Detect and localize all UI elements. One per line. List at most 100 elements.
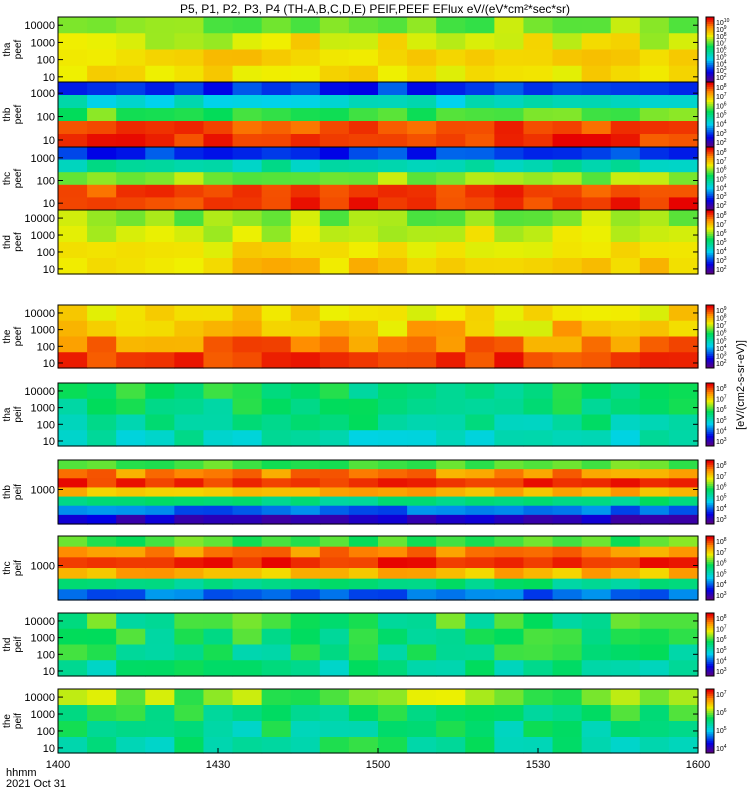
spectrogram-cell bbox=[494, 705, 525, 722]
colorbar-segment bbox=[706, 472, 714, 476]
colorbar-tick-label: 108 bbox=[716, 83, 727, 92]
spectrogram-cell bbox=[668, 578, 699, 590]
colorbar-segment bbox=[706, 363, 714, 367]
spectrogram-cell bbox=[116, 121, 146, 135]
spectrogram-cell bbox=[232, 134, 263, 148]
spectrogram-cell bbox=[145, 197, 175, 211]
colorbar-segment bbox=[706, 180, 714, 184]
spectrogram-cell bbox=[116, 147, 146, 161]
colorbar-segment bbox=[706, 492, 714, 495]
spectrogram-cell bbox=[145, 460, 175, 470]
spectrogram-cell bbox=[145, 336, 175, 353]
spectrogram-cell bbox=[523, 505, 554, 516]
spectrogram-cell bbox=[261, 184, 292, 198]
spectrogram-cell bbox=[261, 644, 292, 661]
panel-the-peif: 10000 1000 100 10 the peif 107 106 105 104 bbox=[2, 688, 727, 755]
spectrogram-cell bbox=[87, 414, 117, 431]
spectrogram-cell bbox=[116, 134, 146, 148]
colorbar-segment bbox=[706, 207, 714, 211]
spectrogram-cell bbox=[610, 147, 641, 161]
spectrogram-cell bbox=[232, 226, 263, 243]
panel-label: the bbox=[2, 714, 13, 728]
colorbar-segment bbox=[706, 103, 714, 107]
spectrogram-cell bbox=[494, 536, 525, 548]
spectrogram-cell bbox=[552, 147, 583, 161]
spectrogram-cell bbox=[581, 336, 612, 353]
spectrogram-cell bbox=[552, 242, 583, 259]
spectrogram-cell bbox=[145, 721, 175, 738]
spectrogram-cell bbox=[407, 159, 437, 173]
colorbar-tick-label: 102 bbox=[716, 73, 727, 82]
spectrogram-cell bbox=[494, 644, 525, 661]
spectrogram-cell bbox=[494, 172, 525, 186]
spectrogram-cell bbox=[261, 305, 292, 322]
colorbar-segment bbox=[706, 725, 714, 728]
spectrogram-cell bbox=[290, 578, 321, 590]
colorbar-frame bbox=[705, 209, 715, 275]
spectrogram-cell bbox=[378, 172, 408, 186]
spectrogram-cell bbox=[552, 578, 583, 590]
colorbar-segment bbox=[706, 34, 714, 37]
spectrogram-cell bbox=[581, 705, 612, 722]
spectrogram-cell bbox=[290, 17, 321, 34]
spectrogram-cell bbox=[523, 320, 554, 338]
spectrogram-cell bbox=[436, 469, 466, 479]
spectrogram-cell bbox=[581, 305, 612, 322]
colorbar-segment bbox=[706, 731, 714, 735]
spectrogram-cell bbox=[378, 210, 408, 227]
spectrogram-cell bbox=[261, 33, 292, 51]
spectrogram-cell bbox=[87, 210, 117, 227]
spectrogram-cell bbox=[174, 469, 205, 479]
spectrogram-cell bbox=[319, 320, 350, 338]
y-tick-label: 10 bbox=[43, 436, 55, 448]
colorbar-segment bbox=[706, 644, 714, 648]
colorbar-segment bbox=[706, 710, 714, 713]
spectrogram-cell bbox=[87, 568, 117, 580]
colorbar-segment bbox=[706, 201, 714, 205]
spectrogram-cell bbox=[610, 320, 641, 338]
spectrogram-cell bbox=[174, 184, 205, 198]
spectrogram-cell bbox=[290, 121, 321, 135]
spectrogram-cell bbox=[174, 568, 205, 580]
spectrogram-cell bbox=[203, 197, 234, 211]
figure-title: P5, P1, P2, P3, P4 (TH-A,B,C,D,E) PEIF,P… bbox=[179, 2, 571, 16]
colorbar-tick-label: 107 bbox=[716, 690, 727, 699]
spectrogram-cell bbox=[319, 147, 350, 161]
colorbar-segment bbox=[706, 750, 714, 754]
colorbar-segment bbox=[706, 483, 714, 487]
spectrogram-cell bbox=[87, 17, 117, 34]
colorbar-tick-label: 104 bbox=[716, 344, 727, 353]
spectrogram-cell bbox=[348, 95, 379, 109]
colorbar-tick-label: 108 bbox=[716, 314, 727, 323]
spectrogram-cell bbox=[261, 578, 292, 590]
spectrogram-cell bbox=[58, 49, 88, 67]
y-tick-label: 100 bbox=[37, 55, 55, 67]
colorbar-segment bbox=[706, 220, 714, 224]
spectrogram-cell bbox=[87, 383, 117, 400]
spectrogram-cell bbox=[378, 82, 408, 96]
spectrogram-cell bbox=[523, 469, 554, 479]
spectrogram-cell bbox=[348, 65, 379, 83]
spectrogram-cell bbox=[639, 305, 670, 322]
colorbar-tick-label: 106 bbox=[716, 101, 727, 110]
spectrogram-cell bbox=[494, 505, 525, 516]
spectrogram-cell bbox=[87, 430, 117, 447]
spectrogram-cell bbox=[203, 644, 234, 661]
colorbar-segment bbox=[706, 110, 714, 113]
y-tick-label: 1000 bbox=[31, 88, 55, 100]
colorbar-segment bbox=[706, 621, 714, 624]
spectrogram-cell bbox=[116, 705, 146, 722]
spectrogram-cell bbox=[58, 737, 88, 754]
colorbar-segment bbox=[706, 387, 714, 390]
spectrogram-cell bbox=[87, 352, 117, 369]
colorbar-tick-label: 108 bbox=[716, 384, 727, 393]
spectrogram-cell bbox=[87, 82, 117, 96]
spectrogram-cell bbox=[668, 546, 699, 558]
colorbar-segment bbox=[706, 729, 714, 733]
spectrogram-cell bbox=[348, 628, 379, 646]
spectrogram-cell bbox=[116, 398, 146, 416]
colorbar-tick-label: 1010 bbox=[716, 18, 730, 27]
spectrogram-cell bbox=[436, 536, 466, 548]
